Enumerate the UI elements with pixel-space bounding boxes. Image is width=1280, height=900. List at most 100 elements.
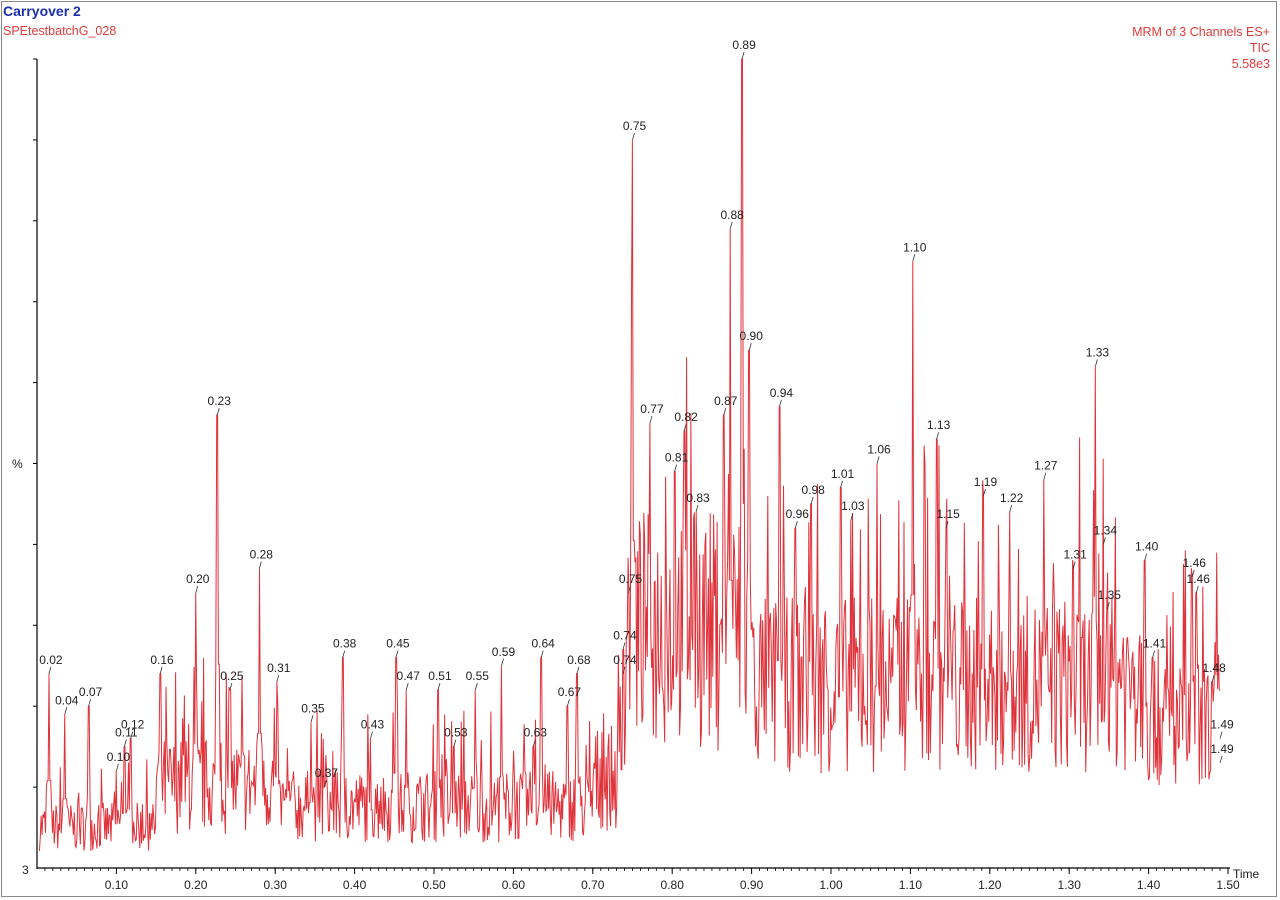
peak-leader-line	[945, 521, 949, 529]
peak-leader-line	[567, 699, 570, 707]
peak-leader-line	[779, 399, 782, 407]
peak-label: 0.55	[466, 669, 490, 683]
peak-leader-line	[229, 682, 233, 691]
peak-leader-line	[695, 504, 699, 513]
peak-label: 0.47	[397, 669, 421, 683]
x-tick-label: 0.90	[740, 878, 764, 892]
x-tick-label: 0.70	[581, 878, 605, 892]
trace-layer	[38, 58, 1220, 852]
peak-leader-line	[1152, 650, 1155, 658]
peak-leader-line	[1195, 585, 1199, 594]
peak-leader-line	[683, 424, 687, 432]
peak-label: 0.94	[770, 386, 794, 400]
peak-label: 1.06	[867, 443, 891, 457]
peak-leader-line	[1144, 553, 1148, 561]
peak-leader-line	[116, 763, 119, 772]
peak-label: 0.25	[220, 669, 244, 683]
peak-leader-line	[810, 496, 814, 505]
peak-label: 0.53	[444, 726, 468, 740]
peak-leader-line	[794, 521, 798, 529]
peak-leader-line	[532, 739, 536, 747]
peak-label: 0.83	[686, 491, 710, 505]
function-description: MRM of 3 Channels ES+	[1132, 25, 1270, 39]
x-tick-label: 0.30	[264, 878, 288, 892]
peak-label: 0.75	[619, 572, 643, 586]
x-tick-label: 1.10	[899, 878, 923, 892]
peak-leader-line	[723, 407, 727, 416]
peak-label: 1.19	[974, 475, 998, 489]
peak-label: 0.23	[208, 394, 232, 408]
peak-label: 0.11	[115, 726, 138, 740]
peak-label: 0.07	[79, 685, 103, 699]
peak-label: 1.22	[1000, 491, 1024, 505]
x-tick-label: 0.60	[502, 878, 526, 892]
axes-layer: 0.10 0.20 0.30 0.40 0.50 0.60 0.70 0.80 0.90 1.00…	[12, 58, 1260, 892]
peak-label: 1.27	[1034, 459, 1058, 473]
x-tick-label: 1.30	[1058, 878, 1082, 892]
peak-label: 0.38	[333, 637, 357, 651]
peak-leader-line	[983, 488, 986, 496]
peak-leader-line	[649, 415, 653, 424]
peak-leader-line	[628, 585, 631, 594]
peak-label: 0.43	[361, 718, 385, 732]
peak-leader-line	[342, 650, 346, 658]
peak-leader-line	[632, 132, 635, 141]
peak-leader-line	[1043, 472, 1047, 480]
x-tick-label: 1.20	[978, 878, 1002, 892]
peak-leader-line	[405, 682, 409, 691]
peak-leader-line	[1009, 504, 1013, 513]
peak-label: 0.88	[720, 208, 744, 222]
peak-leader-line	[48, 666, 52, 674]
peak-leader-line	[159, 666, 163, 674]
peak-label: 0.28	[250, 548, 274, 562]
peak-label: 0.10	[107, 750, 131, 764]
peak-leader-line	[540, 650, 544, 658]
peak-label: 0.96	[786, 507, 810, 521]
peak-label: 0.77	[640, 402, 664, 416]
peak-label: 1.33	[1086, 345, 1110, 359]
trace-type: TIC	[1249, 41, 1270, 55]
peak-leader-line	[474, 682, 478, 691]
peak-leader-line	[850, 513, 854, 521]
peak-leader-line	[88, 699, 91, 707]
x-tick-label: 0.50	[422, 878, 446, 892]
peak-leader-line	[840, 480, 843, 488]
peak-label: 0.37	[315, 766, 339, 780]
y-axis-label: %	[12, 457, 23, 471]
peak-label: 0.81	[665, 451, 689, 465]
peak-label: 0.64	[532, 637, 556, 651]
peak-leader-line	[453, 739, 457, 747]
peak-leader-line	[130, 731, 134, 739]
peak-label: 0.02	[39, 653, 63, 667]
peak-label: 0.82	[674, 410, 698, 424]
peak-label: 0.31	[267, 661, 291, 675]
peak-leader-line	[501, 658, 504, 666]
peak-leader-line	[912, 254, 916, 262]
peak-leader-line	[1095, 359, 1098, 367]
peak-leader-line	[1211, 674, 1215, 683]
peak-label: 0.59	[492, 645, 516, 659]
peak-leader-line	[370, 731, 373, 739]
peak-leader-line	[310, 715, 314, 723]
peak-label: 0.98	[801, 483, 825, 497]
peak-label: 0.12	[121, 718, 145, 732]
peak-label: 0.20	[186, 572, 210, 586]
max-intensity: 5.58e3	[1231, 57, 1270, 71]
x-tick-label: 0.80	[661, 878, 685, 892]
peak-leader-line	[258, 561, 262, 569]
peak-label: 1.48	[1202, 661, 1226, 675]
peak-leader-line	[123, 739, 127, 747]
peak-label: 1.46	[1187, 572, 1211, 586]
peak-leader-line	[395, 650, 399, 658]
peak-label: 1.40	[1135, 540, 1159, 554]
peak-leader-line	[1106, 602, 1110, 610]
peak-label: 0.90	[740, 329, 764, 343]
peak-leader-line	[1219, 731, 1223, 739]
peak-leader-line	[437, 682, 441, 691]
peak-label: 0.63	[524, 726, 548, 740]
peak-leader-line	[195, 585, 199, 594]
peak-label: 1.46	[1183, 556, 1207, 570]
x-tick-label: 0.20	[184, 878, 208, 892]
peak-label: 0.74	[613, 629, 637, 643]
